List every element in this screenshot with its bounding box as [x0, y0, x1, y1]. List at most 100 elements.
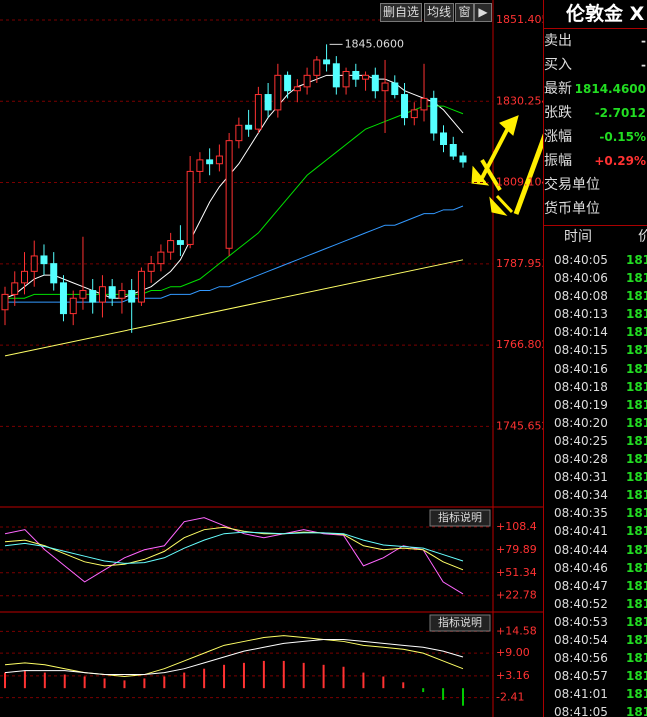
quote-fields: 卖出 - 买入 - 最新 1814.4600 张跌 -2.7012 涨幅 -0.15% 振幅 +0.2… [544, 29, 647, 221]
candle-body [157, 251, 165, 265]
y-tick-label: +22.78 [496, 589, 537, 602]
candle-body [303, 74, 311, 88]
y-tick-label: -2.41 [496, 691, 524, 704]
candle-body [206, 159, 214, 165]
tick-row: 08:40:05 1814 [544, 251, 647, 269]
tick-row: 08:40:19 1814 [544, 396, 647, 414]
quote-row: 买入 - [544, 53, 647, 77]
tick-price: 1814 [626, 488, 647, 503]
y-tick-label: 1830.254 [496, 94, 543, 107]
ticks-table: 08:40:05181408:40:06181408:40:08181408:4… [544, 251, 647, 717]
candle-body [235, 124, 243, 142]
toolbar-button[interactable]: 窗 [455, 3, 474, 22]
tick-row: 08:40:47 1814 [544, 577, 647, 595]
tick-time: 08:40:28 [554, 452, 608, 467]
candle-body [128, 290, 136, 303]
tick-row: 08:41:05 1813 [544, 703, 647, 717]
tick-row: 08:40:46 1814 [544, 559, 647, 577]
candle-body [391, 82, 399, 96]
indicator-button-label[interactable]: 指标说明 [438, 510, 482, 524]
arrows [471, 115, 543, 216]
tick-price: 1814 [626, 379, 647, 394]
tick-price: 1814 [626, 632, 647, 647]
candle-body [410, 109, 418, 119]
candle-body [186, 170, 194, 245]
candle-body [430, 97, 438, 134]
quote-row: 卖出 - [544, 29, 647, 53]
quote-label: 张跌 [544, 105, 572, 121]
toolbar-button[interactable]: 均线 [424, 3, 454, 22]
tick-time: 08:40:19 [554, 397, 608, 412]
quote-value: +0.29% [594, 154, 646, 168]
tick-time: 08:40:56 [554, 651, 608, 666]
ticks-header: 时间 价 [544, 225, 647, 248]
candle-body [167, 240, 175, 253]
tick-price: 1813 [626, 433, 647, 448]
tick-price: 1814 [626, 506, 647, 521]
tick-time: 08:40:06 [554, 271, 608, 286]
quote-label: 交易单位 [544, 177, 600, 193]
quote-row: 振幅 +0.29% [544, 149, 647, 173]
tick-time: 08:40:13 [554, 307, 608, 322]
tick-price: 1813 [626, 687, 647, 702]
tick-time: 08:40:25 [554, 433, 608, 448]
tick-time: 08:40:08 [554, 289, 608, 304]
quote-label: 涨幅 [544, 129, 572, 145]
tick-row: 08:40:13 1814 [544, 305, 647, 323]
tick-time: 08:40:44 [554, 542, 608, 557]
tick-time: 08:40:14 [554, 325, 608, 340]
toolbar-button[interactable]: ▶ [474, 3, 492, 22]
candle-body [137, 270, 145, 303]
tick-row: 08:40:31 1814 [544, 468, 647, 486]
tick-row: 08:40:06 1814 [544, 269, 647, 287]
indicator-button[interactable] [429, 614, 491, 632]
candle-body [215, 155, 223, 165]
tick-row: 08:40:34 1814 [544, 486, 647, 504]
candle-body [1, 293, 9, 311]
candle-body [89, 290, 97, 303]
quote-label: 卖出 [544, 33, 572, 49]
tick-time: 08:40:52 [554, 596, 608, 611]
candle-body [401, 94, 409, 119]
indicator-button[interactable] [429, 509, 491, 527]
y-tick-label: +51.34 [496, 566, 537, 579]
tick-price: 1814 [626, 560, 647, 575]
tick-row: 08:40:25 1813 [544, 432, 647, 450]
tick-price: 1814 [626, 271, 647, 286]
candle-body [440, 132, 448, 146]
candle-body [420, 97, 428, 111]
candle-body [20, 270, 28, 284]
toolbar-button[interactable]: 删自选 [380, 3, 422, 22]
tick-time: 08:40:34 [554, 488, 608, 503]
tick-price: 1814 [626, 307, 647, 322]
quote-row: 最新 1814.4600 [544, 77, 647, 101]
quote-row: 张跌 -2.7012 [544, 101, 647, 125]
indicator-button-label[interactable]: 指标说明 [438, 615, 482, 629]
quote-label: 买入 [544, 57, 572, 73]
tick-time: 08:40:15 [554, 343, 608, 358]
y-tick-label: +3.16 [496, 669, 530, 682]
tick-price: 1814 [626, 614, 647, 629]
y-tick-label: +108.4 [496, 520, 537, 533]
tick-price: 1814 [626, 596, 647, 611]
quote-value: 1814.4600 [574, 82, 646, 96]
instrument-title: 伦敦金 X [544, 0, 647, 29]
annotation: 1845.0600 [345, 37, 405, 50]
candle-body [30, 255, 38, 272]
tick-time: 08:40:47 [554, 578, 608, 593]
candle-body [59, 282, 67, 315]
tick-price: 1814 [626, 524, 647, 539]
tick-price: 1814 [626, 669, 647, 684]
candle-body [381, 82, 389, 92]
quote-value: - [641, 34, 646, 48]
tick-row: 08:40:54 1814 [544, 631, 647, 649]
y-tick-label: +9.00 [496, 646, 530, 659]
indicator-line [5, 105, 464, 299]
chart: 1851.405 1830.254 1809.104 1787.953 1766.802… [0, 0, 543, 717]
tick-time: 08:40:31 [554, 470, 608, 485]
tick-row: 08:40:44 1814 [544, 541, 647, 559]
candle-body [284, 74, 292, 92]
tick-time: 08:40:54 [554, 632, 608, 647]
tick-row: 08:40:57 1814 [544, 667, 647, 685]
